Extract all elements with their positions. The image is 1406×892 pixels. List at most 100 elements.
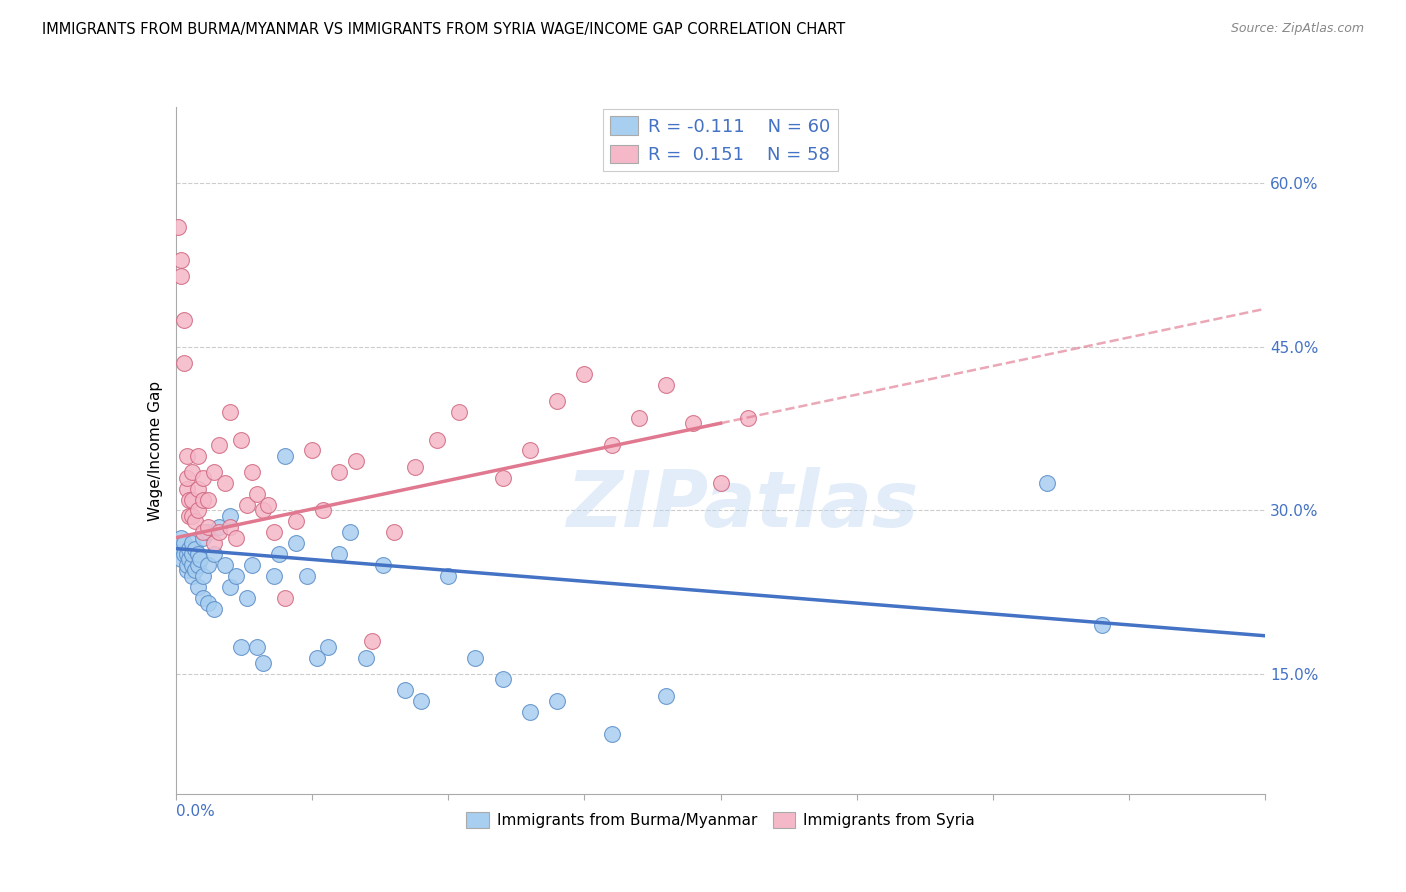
Point xyxy=(188,552,211,566)
Point xyxy=(167,541,190,556)
Point xyxy=(186,503,209,517)
Point xyxy=(219,508,242,523)
Point xyxy=(208,525,231,540)
Point xyxy=(184,541,207,556)
Point xyxy=(173,356,195,370)
Point xyxy=(191,525,214,540)
Point xyxy=(181,465,204,479)
Point xyxy=(1036,476,1059,491)
Point xyxy=(186,482,209,496)
Point xyxy=(197,596,219,610)
Point xyxy=(197,525,219,540)
Point xyxy=(173,536,195,550)
Point xyxy=(360,634,382,648)
Point xyxy=(179,508,201,523)
Point xyxy=(191,569,214,583)
Point xyxy=(202,547,225,561)
Point xyxy=(274,591,297,605)
Point xyxy=(191,531,214,545)
Point xyxy=(284,514,307,528)
Point xyxy=(235,498,257,512)
Point xyxy=(627,410,650,425)
Point xyxy=(176,449,198,463)
Point xyxy=(447,405,470,419)
Point xyxy=(328,465,350,479)
Point xyxy=(208,520,231,534)
Point xyxy=(492,673,515,687)
Point xyxy=(225,569,247,583)
Point xyxy=(519,705,541,719)
Point xyxy=(295,569,318,583)
Point xyxy=(181,536,204,550)
Point xyxy=(181,508,204,523)
Point xyxy=(202,465,225,479)
Text: IMMIGRANTS FROM BURMA/MYANMAR VS IMMIGRANTS FROM SYRIA WAGE/INCOME GAP CORRELATI: IMMIGRANTS FROM BURMA/MYANMAR VS IMMIGRA… xyxy=(42,22,845,37)
Point xyxy=(284,536,307,550)
Point xyxy=(219,520,242,534)
Point xyxy=(173,312,195,326)
Point xyxy=(600,438,623,452)
Point xyxy=(371,558,394,572)
Point xyxy=(186,580,209,594)
Text: ZIPatlas: ZIPatlas xyxy=(567,467,918,543)
Point xyxy=(191,591,214,605)
Point xyxy=(181,547,204,561)
Point xyxy=(197,520,219,534)
Point xyxy=(426,433,449,447)
Point xyxy=(519,443,541,458)
Point xyxy=(301,443,323,458)
Point xyxy=(600,727,623,741)
Point xyxy=(231,640,253,654)
Point xyxy=(546,694,568,708)
Point xyxy=(246,487,269,501)
Point xyxy=(492,471,515,485)
Point xyxy=(344,454,367,468)
Point xyxy=(318,640,340,654)
Point xyxy=(186,558,209,572)
Point xyxy=(231,433,253,447)
Point xyxy=(214,476,236,491)
Point xyxy=(191,492,214,507)
Point xyxy=(382,525,405,540)
Point xyxy=(437,569,460,583)
Point xyxy=(356,650,378,665)
Point xyxy=(339,525,361,540)
Point xyxy=(574,367,596,381)
Point xyxy=(184,514,207,528)
Point xyxy=(1091,618,1114,632)
Text: Source: ZipAtlas.com: Source: ZipAtlas.com xyxy=(1230,22,1364,36)
Point xyxy=(252,503,274,517)
Point xyxy=(181,558,204,572)
Point xyxy=(181,569,204,583)
Point xyxy=(464,650,486,665)
Point xyxy=(170,531,193,545)
Point xyxy=(184,563,207,577)
Point xyxy=(167,219,190,234)
Point xyxy=(181,492,204,507)
Point xyxy=(176,563,198,577)
Point xyxy=(710,476,733,491)
Point xyxy=(202,601,225,615)
Point xyxy=(263,569,285,583)
Point xyxy=(269,547,291,561)
Point xyxy=(252,656,274,670)
Point xyxy=(225,531,247,545)
Point xyxy=(197,492,219,507)
Point xyxy=(186,449,209,463)
Point xyxy=(274,449,297,463)
Point xyxy=(191,471,214,485)
Point xyxy=(179,541,201,556)
Point xyxy=(257,498,280,512)
Point xyxy=(170,252,193,267)
Point xyxy=(219,580,242,594)
Point xyxy=(214,558,236,572)
Point xyxy=(240,558,263,572)
Point xyxy=(176,558,198,572)
Point xyxy=(737,410,759,425)
Point xyxy=(394,683,416,698)
Text: 0.0%: 0.0% xyxy=(176,805,215,819)
Point xyxy=(682,416,704,430)
Point xyxy=(307,650,329,665)
Point xyxy=(179,492,201,507)
Point xyxy=(176,547,198,561)
